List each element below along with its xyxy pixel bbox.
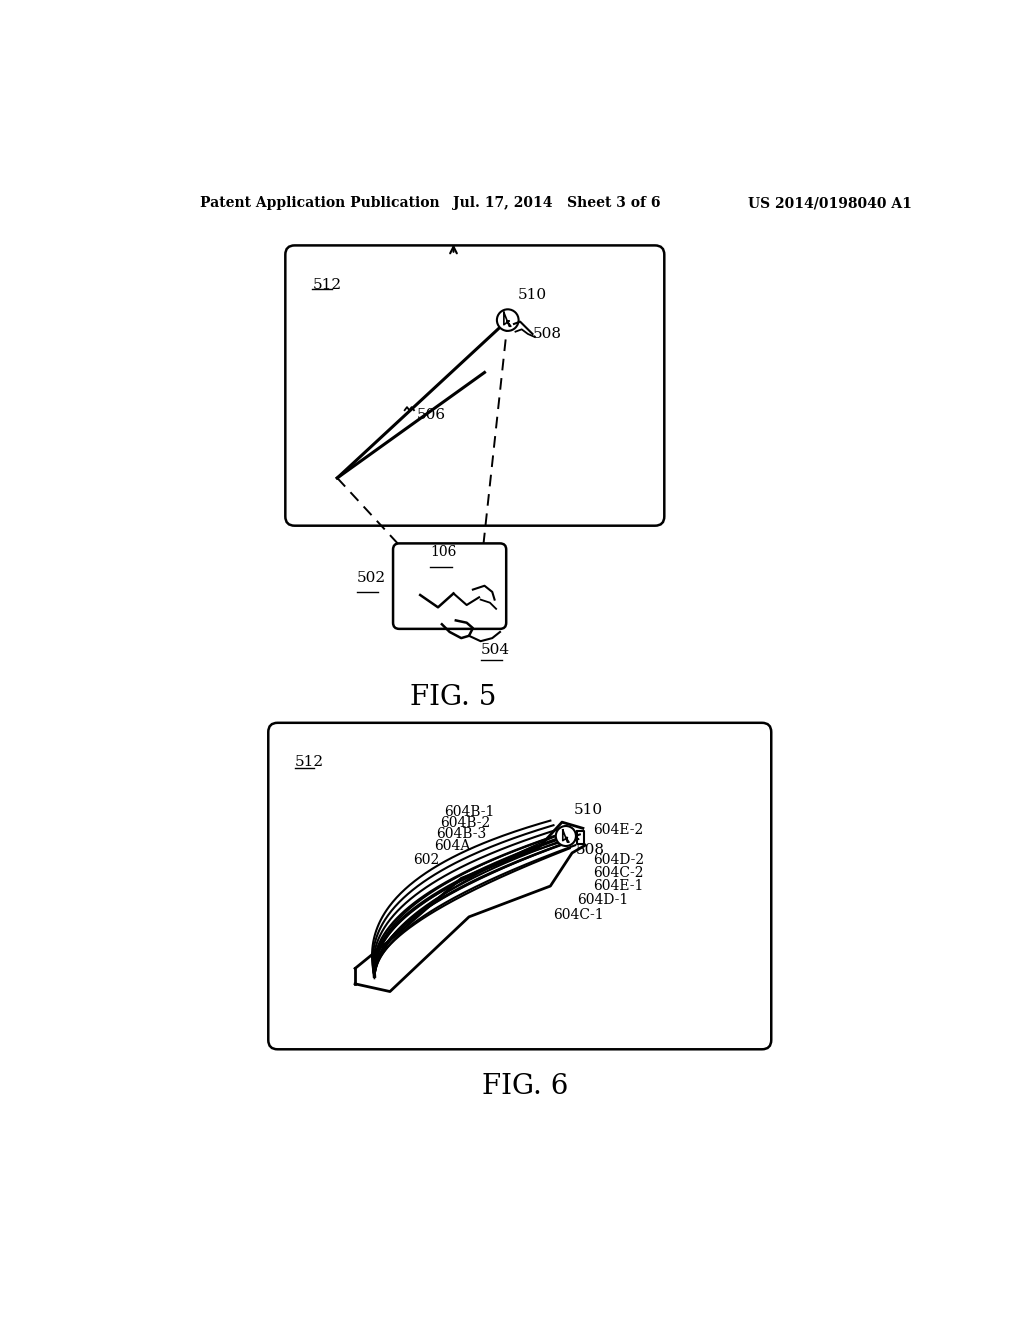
Text: FIG. 5: FIG. 5 [411,684,497,711]
Text: 604C-2: 604C-2 [593,866,643,880]
Text: 604B-2: 604B-2 [440,816,490,830]
Text: 106: 106 [430,545,457,560]
Text: 510: 510 [518,288,547,302]
Text: 502: 502 [356,572,386,585]
Polygon shape [504,313,511,326]
Text: 504: 504 [480,643,510,656]
Text: 604D-1: 604D-1 [578,892,629,907]
Text: 604E-2: 604E-2 [593,824,643,837]
Circle shape [497,309,518,331]
Text: US 2014/0198040 A1: US 2014/0198040 A1 [748,197,912,210]
FancyBboxPatch shape [393,544,506,628]
Text: 512: 512 [312,277,342,292]
Text: 604B-1: 604B-1 [444,805,495,818]
Text: 506: 506 [417,408,446,421]
Text: 604B-3: 604B-3 [436,826,486,841]
Text: 508: 508 [575,843,605,858]
Circle shape [556,826,575,846]
Text: 510: 510 [573,804,603,817]
Polygon shape [563,830,569,842]
Text: 602: 602 [414,854,439,867]
Text: 604E-1: 604E-1 [593,879,643,892]
Text: FIG. 6: FIG. 6 [481,1073,568,1100]
Text: 604A: 604A [434,840,470,853]
FancyBboxPatch shape [268,723,771,1049]
Text: 512: 512 [295,755,324,770]
Text: Jul. 17, 2014   Sheet 3 of 6: Jul. 17, 2014 Sheet 3 of 6 [454,197,662,210]
FancyBboxPatch shape [286,246,665,525]
Text: Patent Application Publication: Patent Application Publication [200,197,439,210]
Text: 604D-2: 604D-2 [593,853,644,867]
Text: 604C-1: 604C-1 [553,908,603,923]
Text: 508: 508 [532,327,561,341]
